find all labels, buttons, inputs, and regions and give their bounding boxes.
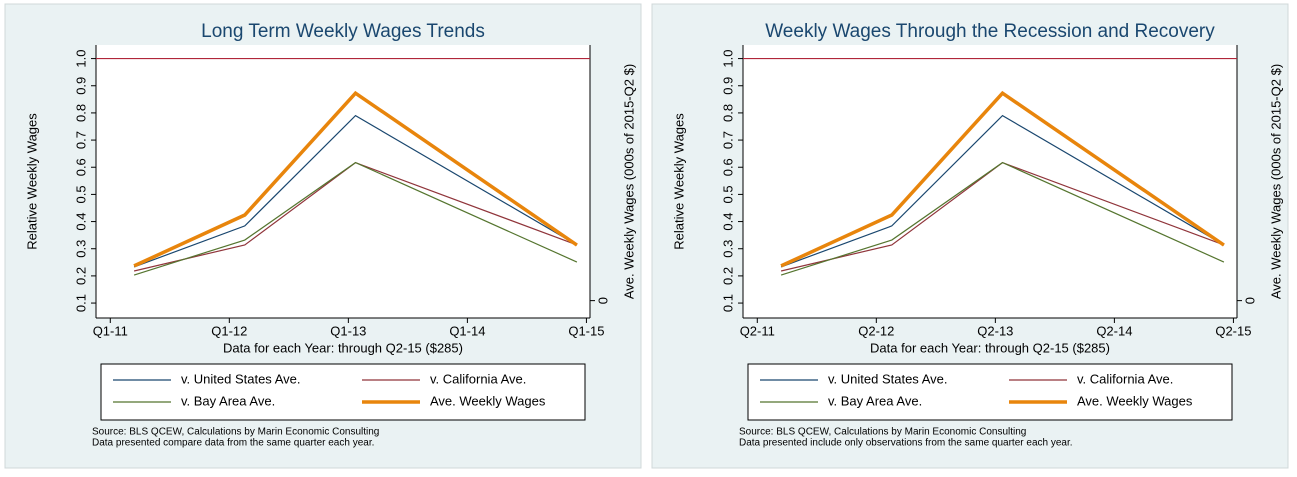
y-axis-label: Relative Weekly Wages [24,113,39,250]
y-tick-label: 0.2 [73,267,88,285]
x-tick-label: Q1-12 [211,323,247,338]
x-tick-label: Q2-12 [858,323,894,338]
x-tick-label: Q2-11 [740,323,775,338]
y-tick-label: 1.0 [720,50,735,68]
legend-label: v. Bay Area Ave. [181,393,275,408]
y2-tick-label: 0 [1242,297,1257,304]
x-tick-label: Q1-15 [568,323,604,338]
note: Source: BLS QCEW, Calculations by Marin … [739,427,1026,438]
y-tick-label: 0.3 [73,240,88,258]
y-tick-label: 0.6 [720,158,735,176]
y-tick-label: 0.1 [720,294,735,312]
y-tick-label: 0.6 [73,158,88,176]
x-tick-label: Q1-14 [449,323,485,338]
x-tick-label: Q1-13 [330,323,366,338]
series-line [133,114,578,268]
x-tick-label: Q2-15 [1215,323,1251,338]
y-tick-label: 0.5 [720,185,735,203]
y2-axis-label: Ave. Weekly Wages (000s of 2015-Q2 $) [1268,64,1283,299]
series-line [780,90,1225,268]
x-axis-label: Data for each Year: through Q2-15 ($285) [223,340,463,355]
legend-label: v. California Ave. [1077,371,1173,386]
y-tick-label: 0.1 [73,294,88,312]
y-tick-label: 0.3 [720,240,735,258]
note: Data presented compare data from the sam… [92,438,374,449]
series-line [133,161,578,276]
x-tick-label: Q2-14 [1096,323,1132,338]
y-tick-label: 0.8 [73,104,88,122]
legend-box [100,363,586,421]
plot-area [96,45,590,318]
legend-label: v. United States Ave. [181,371,300,386]
y-tick-label: 0.9 [720,77,735,95]
series-line [780,161,1225,276]
y-tick-label: 0.2 [720,267,735,285]
y-tick-label: 0.5 [73,185,88,203]
y-tick-label: 0.7 [720,131,735,149]
y-tick-label: 0.8 [720,104,735,122]
y-tick-label: 0.4 [720,213,735,231]
y2-tick-label: 0 [595,297,610,304]
x-axis-label: Data for each Year: through Q2-15 ($285) [870,340,1110,355]
series-line [780,114,1225,268]
legend-box [747,363,1233,421]
chart-title: Long Term Weekly Wages Trends [201,21,485,42]
y2-axis-label: Ave. Weekly Wages (000s of 2015-Q2 $) [621,64,636,299]
y-axis-label: Relative Weekly Wages [671,113,686,250]
legend-label: Ave. Weekly Wages [1077,393,1193,408]
y-tick-label: 0.7 [73,131,88,149]
legend-label: v. California Ave. [430,371,526,386]
note: Data presented include only observations… [739,438,1073,449]
chart-title: Weekly Wages Through the Recession and R… [765,21,1215,42]
legend-label: v. United States Ave. [828,371,947,386]
x-tick-label: Q2-13 [977,323,1013,338]
plot-area [743,45,1237,318]
series-line [133,90,578,268]
note: Source: BLS QCEW, Calculations by Marin … [92,427,379,438]
y-tick-label: 0.9 [73,77,88,95]
legend-label: v. Bay Area Ave. [828,393,922,408]
legend-label: Ave. Weekly Wages [430,393,546,408]
y-tick-label: 1.0 [73,50,88,68]
y-tick-label: 0.4 [73,213,88,231]
x-tick-label: Q1-11 [93,323,128,338]
